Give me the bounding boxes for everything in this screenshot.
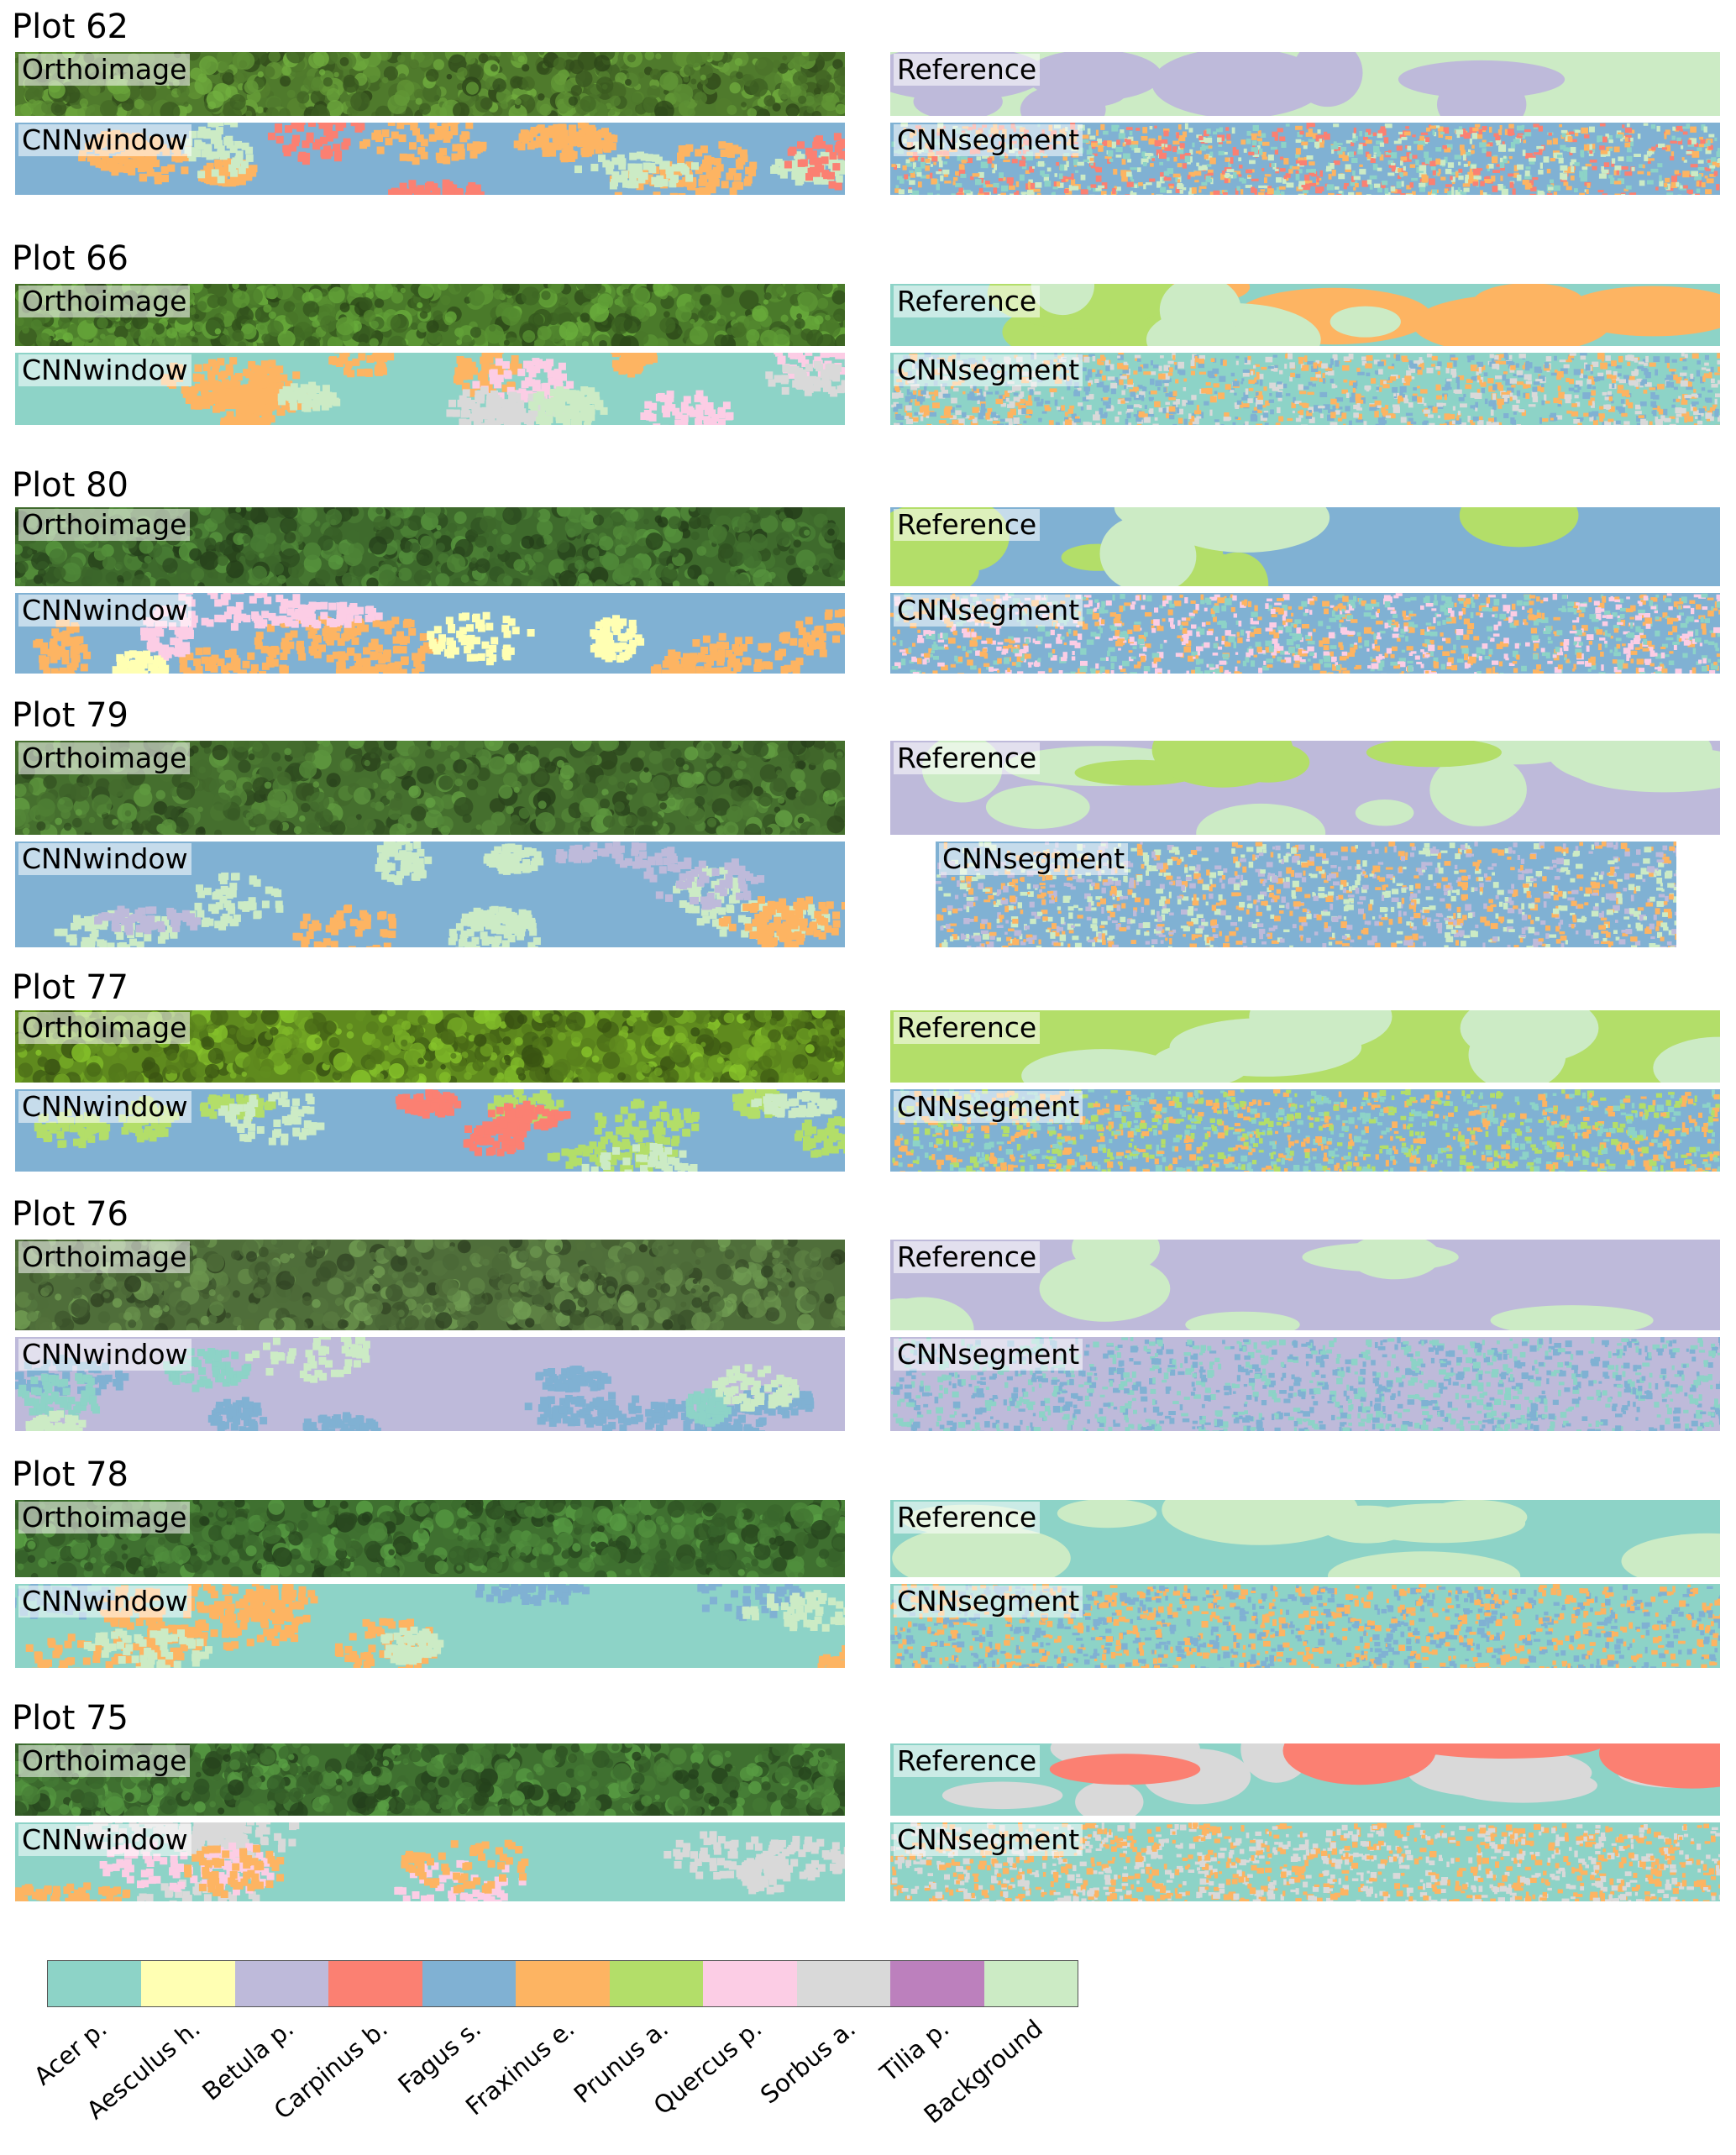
reference-panel-label: Reference bbox=[894, 1012, 1041, 1044]
cnnsegment-panel-map bbox=[890, 1089, 1720, 1172]
cnnwindow-panel-map bbox=[15, 1089, 845, 1172]
cnnwindow-panel-label: CNNwindow bbox=[18, 595, 191, 627]
reference-panel: Reference bbox=[890, 1500, 1720, 1577]
orthoimage-panel-label: Orthoimage bbox=[18, 742, 191, 774]
legend-swatch bbox=[234, 1961, 329, 2006]
cnnwindow-panel-label: CNNwindow bbox=[18, 124, 191, 156]
cnnwindow-panel: CNNwindow bbox=[15, 593, 845, 674]
cnnwindow-panel-map bbox=[15, 842, 845, 947]
orthoimage-panel: Orthoimage bbox=[15, 741, 845, 835]
plot-title: Plot 78 bbox=[12, 1458, 128, 1492]
plot-title: Plot 66 bbox=[12, 242, 128, 275]
cnnwindow-panel: CNNwindow bbox=[15, 123, 845, 195]
reference-panel: Reference bbox=[890, 52, 1720, 116]
legend-swatch bbox=[796, 1961, 891, 2006]
cnnsegment-panel: CNNsegment bbox=[890, 1089, 1720, 1172]
legend-swatch bbox=[890, 1961, 984, 2006]
orthoimage-panel-map bbox=[15, 1240, 845, 1330]
cnnwindow-panel-map bbox=[15, 1822, 845, 1901]
plot-title: Plot 79 bbox=[12, 699, 128, 732]
legend-swatch bbox=[328, 1961, 422, 2006]
reference-panel: Reference bbox=[890, 284, 1720, 346]
orthoimage-panel: Orthoimage bbox=[15, 1240, 845, 1330]
legend-swatch bbox=[703, 1961, 797, 2006]
legend-swatch bbox=[422, 1961, 517, 2006]
legend-swatch bbox=[983, 1961, 1078, 2006]
cnnsegment-panel-label: CNNsegment bbox=[894, 1586, 1083, 1618]
cnnwindow-panel: CNNwindow bbox=[15, 1337, 845, 1431]
plot-title: Plot 75 bbox=[12, 1701, 128, 1735]
reference-panel: Reference bbox=[890, 1240, 1720, 1330]
reference-panel-map bbox=[890, 1743, 1720, 1816]
reference-panel-label: Reference bbox=[894, 1745, 1041, 1777]
cnnsegment-panel-label: CNNsegment bbox=[894, 1091, 1083, 1123]
cnnwindow-panel-label: CNNwindow bbox=[18, 1339, 191, 1371]
cnnwindow-panel-label: CNNwindow bbox=[18, 354, 191, 386]
reference-panel: Reference bbox=[890, 1743, 1720, 1816]
orthoimage-panel: Orthoimage bbox=[15, 507, 845, 586]
reference-panel-label: Reference bbox=[894, 509, 1041, 541]
orthoimage-panel: Orthoimage bbox=[15, 52, 845, 116]
orthoimage-panel: Orthoimage bbox=[15, 1743, 845, 1816]
orthoimage-panel-label: Orthoimage bbox=[18, 1745, 191, 1777]
cnnwindow-panel-label: CNNwindow bbox=[18, 1091, 191, 1123]
reference-panel-label: Reference bbox=[894, 742, 1041, 774]
cnnsegment-panel: CNNsegment bbox=[890, 353, 1720, 425]
cnnwindow-panel: CNNwindow bbox=[15, 1584, 845, 1668]
cnnsegment-panel: CNNsegment bbox=[890, 1337, 1720, 1431]
cnnsegment-panel: CNNsegment bbox=[890, 593, 1720, 674]
cnnsegment-panel: CNNsegment bbox=[936, 842, 1676, 947]
cnnwindow-panel-label: CNNwindow bbox=[18, 1586, 191, 1618]
cnnwindow-panel-label: CNNwindow bbox=[18, 843, 191, 875]
reference-panel-label: Reference bbox=[894, 1241, 1041, 1273]
orthoimage-panel-map bbox=[15, 1010, 845, 1083]
cnnsegment-panel-label: CNNsegment bbox=[894, 1339, 1083, 1371]
reference-panel-label: Reference bbox=[894, 1502, 1041, 1534]
reference-panel: Reference bbox=[890, 741, 1720, 835]
orthoimage-panel-label: Orthoimage bbox=[18, 1012, 191, 1044]
cnnwindow-panel-map bbox=[15, 1337, 845, 1431]
cnnwindow-panel-map bbox=[15, 353, 845, 425]
cnnwindow-panel-label: CNNwindow bbox=[18, 1824, 191, 1856]
cnnsegment-panel: CNNsegment bbox=[890, 1822, 1720, 1901]
cnnsegment-panel-label: CNNsegment bbox=[894, 1824, 1083, 1856]
legend-swatch bbox=[141, 1961, 235, 2006]
plot-title: Plot 80 bbox=[12, 469, 128, 502]
cnnwindow-panel: CNNwindow bbox=[15, 842, 845, 947]
cnnwindow-panel: CNNwindow bbox=[15, 353, 845, 425]
orthoimage-panel: Orthoimage bbox=[15, 1010, 845, 1083]
orthoimage-panel: Orthoimage bbox=[15, 1500, 845, 1577]
legend-colorbar bbox=[47, 1960, 1078, 2007]
legend-swatch bbox=[609, 1961, 704, 2006]
plot-title: Plot 62 bbox=[12, 10, 128, 44]
plot-title: Plot 77 bbox=[12, 971, 128, 1004]
cnnsegment-panel: CNNsegment bbox=[890, 1584, 1720, 1668]
orthoimage-panel-label: Orthoimage bbox=[18, 54, 191, 86]
legend-swatch bbox=[516, 1961, 610, 2006]
reference-panel-map bbox=[890, 507, 1720, 586]
reference-panel: Reference bbox=[890, 507, 1720, 586]
cnnsegment-panel-label: CNNsegment bbox=[894, 124, 1083, 156]
reference-panel: Reference bbox=[890, 1010, 1720, 1083]
cnnsegment-panel: CNNsegment bbox=[890, 123, 1720, 195]
legend-swatch bbox=[48, 1961, 142, 2006]
orthoimage-panel-label: Orthoimage bbox=[18, 286, 191, 317]
orthoimage-panel-label: Orthoimage bbox=[18, 1241, 191, 1273]
cnnsegment-panel-label: CNNsegment bbox=[894, 595, 1083, 627]
reference-panel-label: Reference bbox=[894, 286, 1041, 317]
orthoimage-panel: Orthoimage bbox=[15, 284, 845, 346]
plot-title: Plot 76 bbox=[12, 1198, 128, 1231]
cnnsegment-panel-label: CNNsegment bbox=[939, 843, 1129, 875]
orthoimage-panel-label: Orthoimage bbox=[18, 1502, 191, 1534]
cnnwindow-panel: CNNwindow bbox=[15, 1822, 845, 1901]
reference-panel-label: Reference bbox=[894, 54, 1041, 86]
cnnsegment-panel-label: CNNsegment bbox=[894, 354, 1083, 386]
orthoimage-panel-map bbox=[15, 741, 845, 835]
orthoimage-panel-label: Orthoimage bbox=[18, 509, 191, 541]
cnnwindow-panel: CNNwindow bbox=[15, 1089, 845, 1172]
orthoimage-panel-map bbox=[15, 52, 845, 116]
